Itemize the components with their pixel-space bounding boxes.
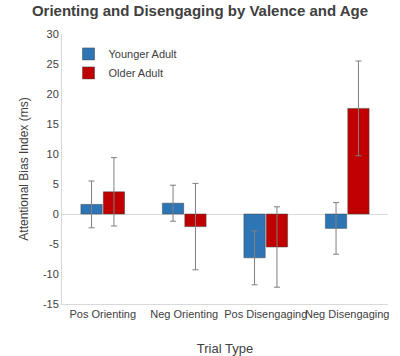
svg-text:Attentional Bias Index (ms): Attentional Bias Index (ms) <box>17 97 31 240</box>
svg-text:Pos Orienting: Pos Orienting <box>69 308 136 320</box>
svg-text:10: 10 <box>47 148 59 160</box>
svg-text:Orienting and Disengaging by V: Orienting and Disengaging by Valence and… <box>32 2 368 19</box>
svg-text:5: 5 <box>53 178 59 190</box>
svg-text:0: 0 <box>53 208 59 220</box>
svg-text:Pos Disengaging: Pos Disengaging <box>224 308 307 320</box>
svg-text:30: 30 <box>47 28 59 40</box>
svg-text:-10: -10 <box>43 268 59 280</box>
svg-text:Younger Adult: Younger Adult <box>109 48 177 60</box>
svg-text:15: 15 <box>47 118 59 130</box>
svg-text:25: 25 <box>47 58 59 70</box>
svg-text:Trial Type: Trial Type <box>197 341 253 356</box>
svg-text:-5: -5 <box>49 238 59 250</box>
svg-text:-15: -15 <box>43 298 59 310</box>
svg-text:Neg Disengaging: Neg Disengaging <box>305 308 389 320</box>
svg-text:Older Adult: Older Adult <box>109 67 163 79</box>
svg-text:20: 20 <box>47 88 59 100</box>
svg-text:Neg Orienting: Neg Orienting <box>150 308 218 320</box>
